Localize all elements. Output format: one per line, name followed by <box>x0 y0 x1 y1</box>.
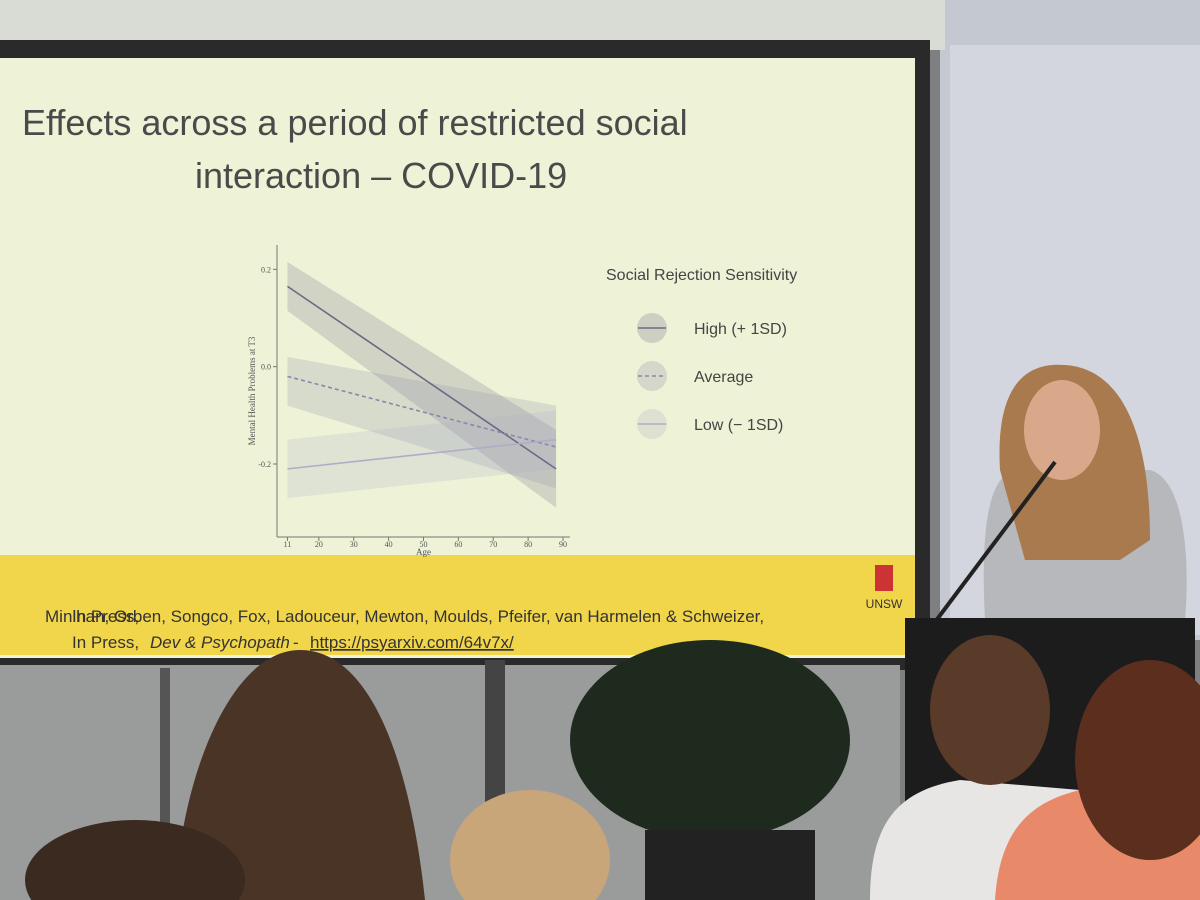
x-tick-label: 40 <box>385 540 393 549</box>
x-tick-label: 70 <box>489 540 497 549</box>
slide-title: Effects across a period of restricted so… <box>22 102 688 143</box>
link[interactable]: https://psyarxiv.com/64v7x/ <box>310 633 514 652</box>
logo-crest <box>875 565 893 591</box>
x-tick-label: 80 <box>524 540 532 549</box>
audience-head <box>175 650 425 900</box>
window-frame <box>160 668 170 898</box>
y-axis-label: Mental Health Problems at T3 <box>247 336 257 445</box>
citation: Minihan, Orben, Songco, Fox, Ladouceur, … <box>45 607 764 626</box>
x-tick-label: 50 <box>420 540 428 549</box>
citation-prefix: In Press, <box>72 607 139 626</box>
legend-label: Average <box>694 369 753 386</box>
planter <box>645 830 815 900</box>
logo: UNSW <box>866 597 903 611</box>
legend-label: Low (− 1SD) <box>694 417 783 434</box>
x-tick-label: 60 <box>454 540 462 549</box>
audience-head <box>1075 660 1200 860</box>
audience-head <box>930 635 1050 785</box>
x-axis-label: Age <box>416 547 431 557</box>
microphone <box>933 460 1057 624</box>
y-tick-label: -0.2 <box>258 460 271 469</box>
speaker-face <box>1024 380 1100 480</box>
plant <box>570 640 850 840</box>
x-tick-label: 30 <box>350 540 358 549</box>
separator: - <box>293 633 299 652</box>
journal: Dev & Psychopath <box>150 633 290 652</box>
legend-title: Social Rejection Sensitivity <box>606 267 797 284</box>
x-tick-label: 90 <box>559 540 567 549</box>
slide-footer <box>0 555 915 655</box>
audience-head <box>450 790 610 900</box>
slide-title: interaction – COVID-19 <box>195 155 567 196</box>
confidence-band <box>287 356 557 489</box>
legend-label: High (+ 1SD) <box>694 321 787 338</box>
y-tick-label: 0.2 <box>261 265 271 274</box>
series-line <box>287 285 557 470</box>
x-tick-label: 20 <box>315 540 323 549</box>
audience-head <box>25 820 245 900</box>
x-tick-label: 11 <box>284 540 292 549</box>
chart: Social Rejection Sensitivity 0.2 0.0 -0.2 1… <box>247 245 797 557</box>
series-line <box>287 438 557 470</box>
series-line <box>287 375 557 448</box>
citation-prefix: In Press, <box>72 633 139 652</box>
y-tick-label: 0.0 <box>261 363 271 372</box>
citation: In Press, <box>72 607 139 626</box>
